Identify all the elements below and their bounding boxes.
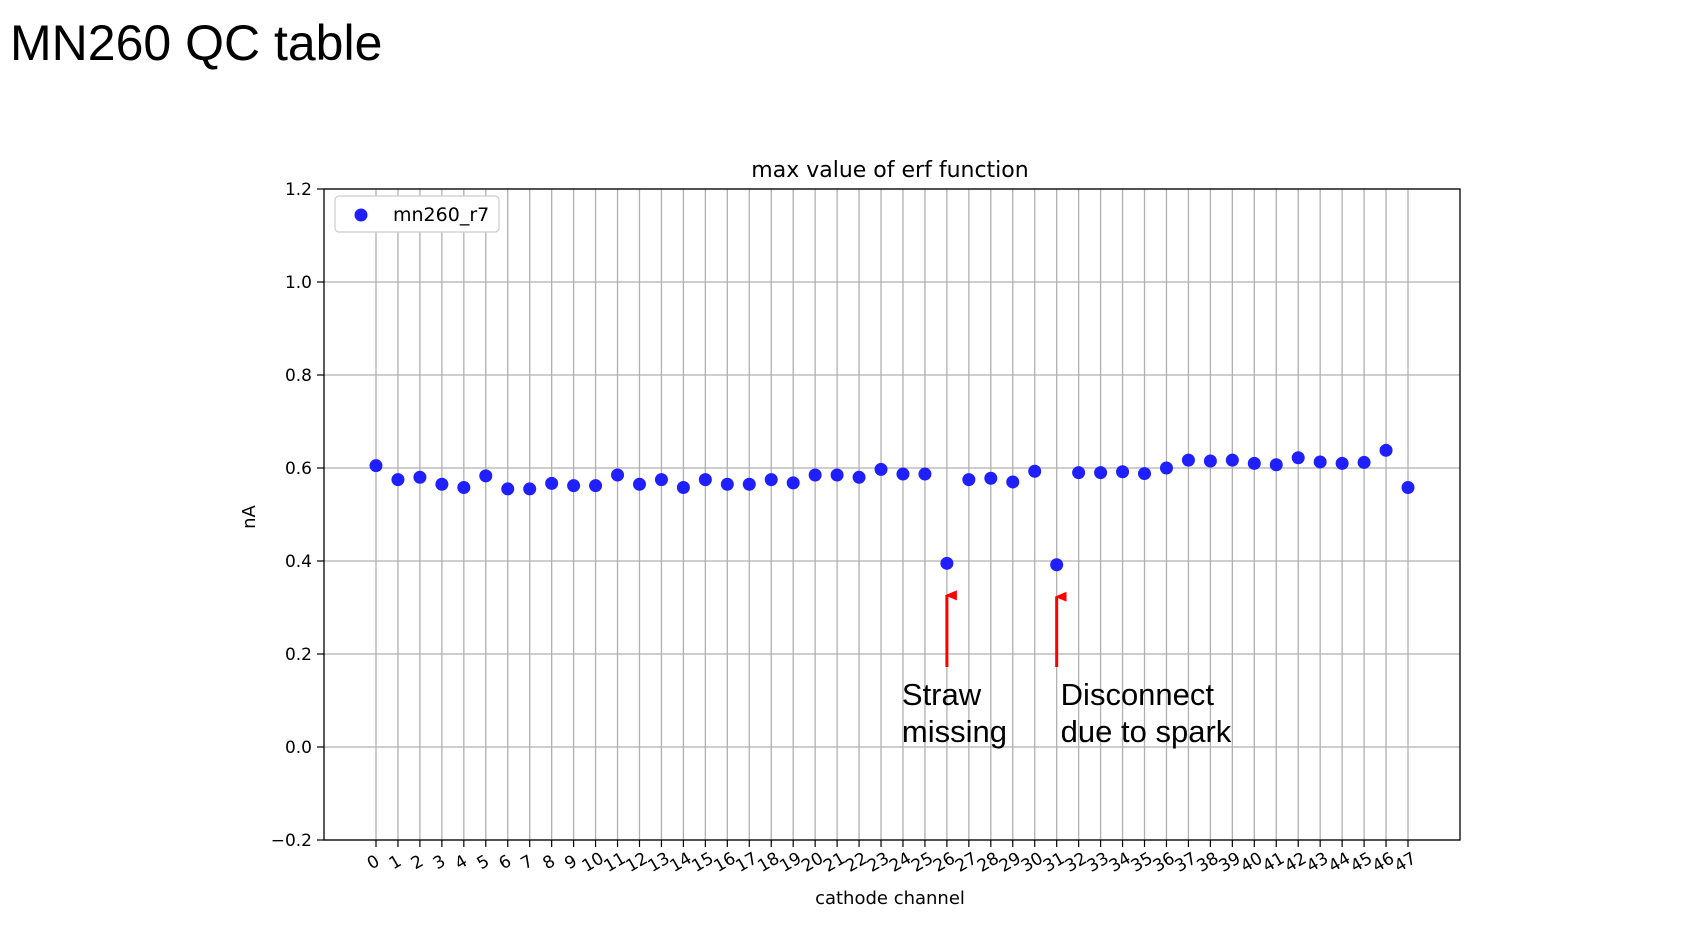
annotation-text: Straw (902, 677, 982, 712)
y-tick-label: 0.2 (285, 645, 312, 665)
x-tick-label: 5 (474, 851, 493, 874)
x-tick-label: 1 (386, 851, 405, 874)
data-point (1335, 456, 1349, 470)
data-point (918, 467, 932, 481)
y-tick-label: 0.0 (285, 738, 312, 758)
data-point (874, 462, 888, 476)
data-point (962, 473, 976, 487)
grid (324, 188, 1460, 841)
data-point (435, 477, 449, 491)
data-point (413, 470, 427, 484)
chart-title: max value of erf function (751, 158, 1028, 183)
data-point (567, 479, 581, 493)
y-tick-label: 0.8 (285, 366, 312, 386)
data-point (742, 477, 756, 491)
annotation-text: due to spark (1061, 714, 1232, 749)
data-point (1269, 458, 1283, 472)
x-tick-label: 8 (539, 851, 558, 874)
data-point (852, 470, 866, 484)
data-point (1159, 461, 1173, 475)
x-tick-label: 7 (518, 851, 537, 874)
x-tick-label: 4 (452, 851, 471, 874)
y-axis: −0.2 0.0 0.2 0.4 0.6 0.8 1.0 1.2 (271, 180, 324, 851)
y-tick-label: 0.4 (285, 552, 312, 572)
data-point (1006, 475, 1020, 489)
slide-title: MN260 QC table (10, 15, 383, 71)
data-point (632, 477, 646, 491)
legend: mn260_r7 (334, 195, 500, 233)
x-tick-label: 9 (561, 851, 580, 874)
series-points (369, 443, 1415, 572)
data-point (984, 471, 998, 485)
data-point (1094, 466, 1108, 480)
y-tick-label: 0.6 (285, 459, 312, 479)
data-point (611, 468, 625, 482)
data-point (457, 481, 471, 495)
plot-area (323, 188, 1461, 841)
data-point (654, 473, 668, 487)
data-point (698, 473, 712, 487)
y-tick-label: 1.2 (285, 180, 312, 200)
x-tick-label: 0 (364, 851, 383, 874)
data-point (1379, 443, 1393, 457)
data-point (523, 482, 537, 496)
legend-box (334, 195, 500, 233)
data-point (1247, 456, 1261, 470)
data-point (786, 476, 800, 490)
x-tick-label: 6 (496, 851, 515, 874)
data-point (1116, 465, 1130, 479)
x-tick-label: 3 (430, 851, 449, 874)
data-point (589, 479, 603, 493)
data-point (1225, 453, 1239, 467)
data-point (1357, 455, 1371, 469)
data-point (1181, 453, 1195, 467)
legend-marker (354, 208, 368, 222)
data-point (369, 459, 383, 473)
data-point (720, 477, 734, 491)
data-point (830, 468, 844, 482)
data-point (1291, 451, 1305, 465)
data-point (501, 482, 515, 496)
data-point (1050, 558, 1064, 572)
data-point (479, 469, 493, 483)
data-point (1401, 481, 1415, 495)
x-axis: 0 1 2 3 4 5 6 7 8 9101112131415161718192021222324… (364, 840, 1420, 877)
data-point (940, 556, 954, 570)
y-axis-label: nA (239, 504, 260, 528)
data-point (1072, 466, 1086, 480)
data-point (1028, 464, 1042, 478)
x-axis-label: cathode channel (815, 888, 965, 909)
y-tick-label: 1.0 (285, 273, 312, 293)
y-tick-label: −0.2 (271, 831, 312, 851)
data-point (1138, 467, 1152, 481)
data-point (896, 467, 910, 481)
data-point (1203, 454, 1217, 468)
legend-label: mn260_r7 (393, 204, 489, 226)
data-point (545, 476, 559, 490)
data-point (808, 468, 822, 482)
data-point (1313, 455, 1327, 469)
data-point (391, 473, 405, 487)
annotation-text: missing (902, 714, 1007, 749)
data-point (676, 481, 690, 495)
x-tick-label: 2 (408, 851, 427, 874)
x-tick-label: 47 (1391, 849, 1420, 877)
data-point (764, 473, 778, 487)
annotation-text: Disconnect (1061, 677, 1215, 712)
